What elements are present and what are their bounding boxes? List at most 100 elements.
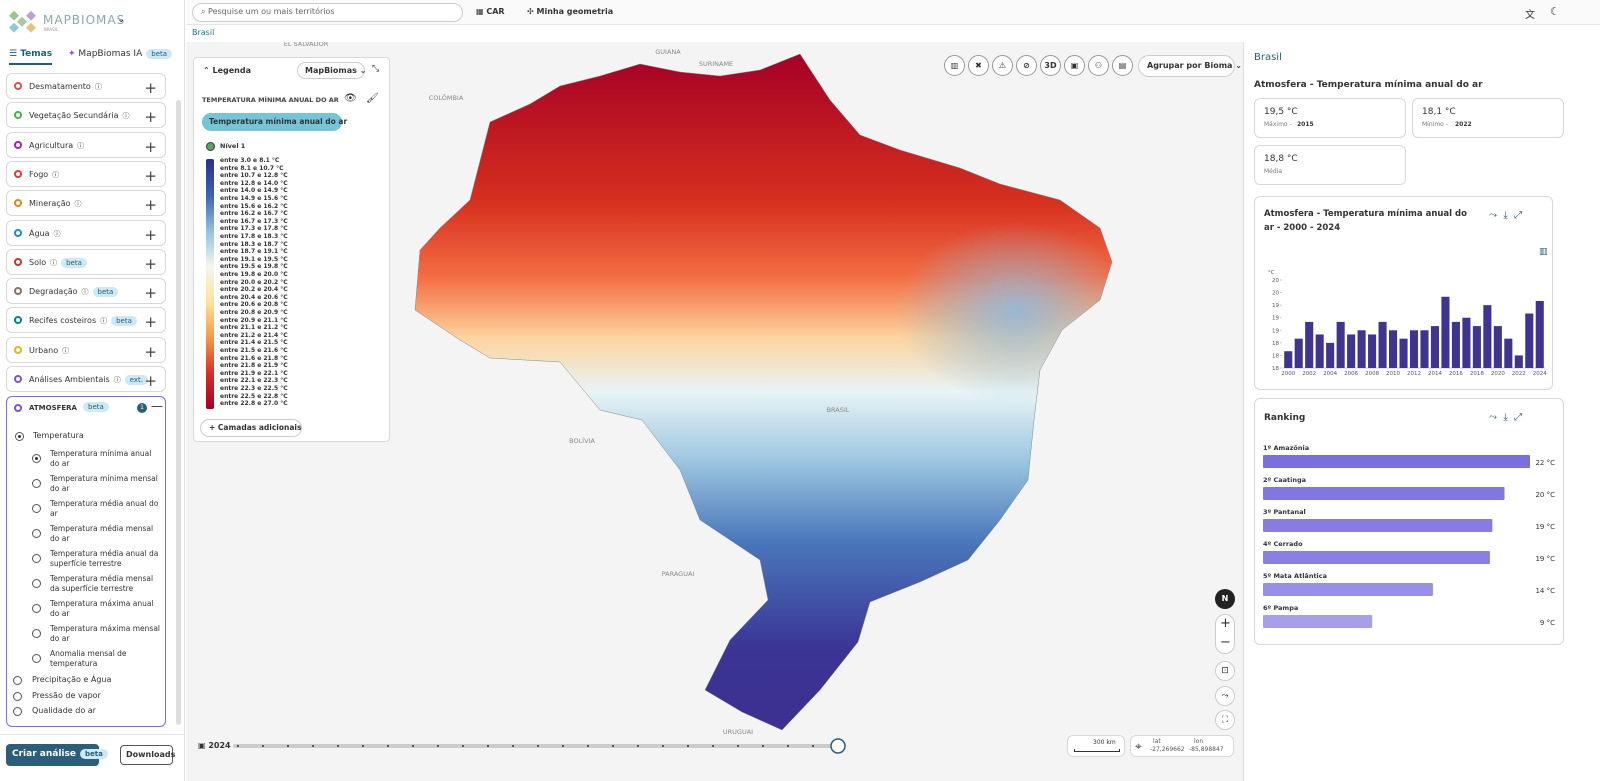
tick — [362, 745, 364, 747]
legend-title[interactable]: ⌃ Legenda — [203, 66, 251, 75]
group-label[interactable]: Precipitação e Água — [32, 675, 112, 684]
radio[interactable] — [32, 454, 41, 463]
tool[interactable]: 3D — [1040, 55, 1061, 76]
theme-row[interactable]: Vegetação Secundária ⓘ + — [6, 102, 166, 129]
option-label[interactable]: Temperatura média anual da superfície te… — [50, 549, 159, 568]
share[interactable]: ⤳ — [1215, 686, 1235, 706]
visibility[interactable]: 👁 — [344, 93, 357, 104]
more-layers[interactable]: + Camadas adicionais — [200, 419, 302, 437]
add[interactable]: + — [144, 254, 157, 273]
theme-row[interactable]: Fogo ⓘ + — [6, 160, 166, 187]
lon-label: lon — [1194, 738, 1204, 745]
create-analysis[interactable]: Criar análise beta — [6, 744, 108, 766]
zoom-in[interactable]: + — [1220, 616, 1231, 631]
option-label[interactable]: Temperatura máxima mensal do ar — [50, 624, 161, 643]
theme-row[interactable]: Degradação ⓘ beta + — [6, 278, 166, 305]
add[interactable]: + — [144, 284, 157, 303]
radio[interactable] — [32, 629, 41, 638]
ranking-actions[interactable]: ⤳ ⤓ ⤢ — [1489, 412, 1523, 423]
theme-icon — [14, 316, 22, 325]
tool[interactable]: ⊘ — [1016, 55, 1037, 76]
downloads[interactable]: Downloads — [120, 745, 175, 765]
zoom-out[interactable]: − — [1220, 635, 1231, 650]
collapse[interactable]: ⤡ — [372, 64, 380, 74]
layer-chip[interactable]: Temperatura mínima anual do ar — [202, 113, 347, 131]
collapse[interactable]: — — [151, 399, 163, 413]
legend-entry: entre 14.9 e 15.6 °C — [220, 195, 288, 202]
option-label[interactable]: Temperatura média anual do ar — [50, 499, 159, 518]
tab-temas[interactable]: ☰ Temas — [9, 49, 53, 65]
tool[interactable]: ✖ — [968, 55, 989, 76]
add[interactable]: + — [144, 137, 157, 156]
tab-ia[interactable]: ✦ MapBiomas IA beta — [68, 49, 173, 59]
add[interactable]: + — [144, 372, 157, 390]
geometry-button[interactable]: ✣ Minha geometria — [527, 7, 614, 16]
option-label[interactable]: Temperatura mínima anual do ar — [50, 449, 152, 468]
radio[interactable] — [13, 707, 22, 716]
logo-sub: BRASIL — [44, 27, 59, 32]
radio[interactable] — [32, 504, 41, 513]
add[interactable]: + — [144, 225, 157, 244]
tool[interactable]: ⚠ — [992, 55, 1013, 76]
group-label[interactable]: Pressão de vapor — [32, 690, 101, 700]
theme-row[interactable]: Agricultura ⓘ + — [6, 131, 166, 158]
theme-row[interactable]: Desmatamento ⓘ + — [6, 73, 166, 99]
theme-row[interactable]: Solo ⓘ beta + — [6, 248, 166, 275]
theme-row[interactable]: Água ⓘ + — [6, 219, 166, 246]
radio[interactable] — [32, 579, 41, 588]
add[interactable]: + — [144, 342, 157, 361]
radio[interactable] — [13, 676, 22, 685]
x-tick-label: 2008 — [1365, 371, 1379, 377]
tool[interactable]: ▣ — [1064, 55, 1085, 76]
option-label[interactable]: Temperatura máxima anual do ar — [50, 599, 154, 618]
add[interactable]: + — [144, 166, 157, 185]
theme-row[interactable]: Recifes costeiros ⓘ beta + — [6, 307, 166, 334]
chart-type[interactable]: ▥ — [1539, 247, 1548, 257]
tool[interactable]: ▥ — [944, 55, 965, 76]
bar — [1493, 326, 1502, 368]
bar — [1315, 334, 1324, 368]
radio[interactable] — [32, 529, 41, 538]
translate[interactable]: 文 — [1525, 10, 1535, 21]
radio[interactable] — [32, 554, 41, 563]
radio[interactable] — [32, 604, 41, 613]
fullscreen[interactable]: ⛶ — [1215, 710, 1235, 730]
add[interactable]: + — [144, 79, 157, 97]
tick — [312, 745, 314, 747]
add[interactable]: + — [144, 313, 157, 332]
source-select[interactable]: MapBiomas ⌄ — [297, 62, 366, 79]
timeline[interactable] — [230, 736, 850, 756]
tick — [562, 745, 564, 747]
compass[interactable]: N — [1215, 589, 1235, 609]
theme-row[interactable]: Urbano ⓘ + — [6, 336, 166, 363]
lat-label: lat — [1153, 738, 1161, 745]
add[interactable]: + — [144, 196, 157, 215]
bar — [1347, 334, 1356, 368]
group-label[interactable]: Temperatura — [33, 431, 84, 440]
group-label[interactable]: Qualidade do ar — [32, 706, 96, 715]
theme-row[interactable]: Análises Ambientais ⓘ ext. + — [6, 366, 166, 392]
locate[interactable]: ⌖ — [1135, 739, 1142, 753]
car-button[interactable]: ▦ CAR — [476, 7, 505, 16]
chart-actions[interactable]: ⤳ ⤓ ⤢ — [1489, 210, 1523, 221]
add[interactable]: + — [144, 108, 157, 127]
theme-toggle[interactable]: ☾ — [1550, 5, 1560, 18]
bar — [1399, 338, 1408, 368]
radio[interactable] — [13, 691, 22, 701]
style[interactable]: 🖌 — [366, 93, 379, 104]
tool[interactable]: ▤ — [1112, 55, 1133, 76]
tool[interactable]: ⚇ — [1088, 55, 1109, 76]
logo-menu[interactable]: ⌄ — [117, 14, 126, 25]
option-label[interactable]: Anomalia mensal de temperatura — [50, 649, 127, 668]
search[interactable]: ⌕ Pesquise um ou mais territórios — [192, 3, 463, 22]
option-label[interactable]: Temperatura média mensal da superfície t… — [50, 574, 154, 593]
group-by[interactable]: Agrupar por Bioma ⌄ — [1138, 55, 1242, 77]
coordinates: ⌖ lat -27,269662 lon -85,898847 — [1130, 735, 1234, 757]
option-label[interactable]: Temperatura mínima mensal do ar — [50, 474, 158, 493]
radio[interactable] — [32, 654, 41, 663]
fit[interactable]: ⊡ — [1215, 661, 1235, 681]
option-label[interactable]: Temperatura média mensal do ar — [50, 524, 154, 543]
breadcrumb[interactable]: Brasil — [192, 28, 215, 37]
radio[interactable] — [32, 479, 41, 488]
theme-row[interactable]: Mineração ⓘ + — [6, 190, 166, 217]
